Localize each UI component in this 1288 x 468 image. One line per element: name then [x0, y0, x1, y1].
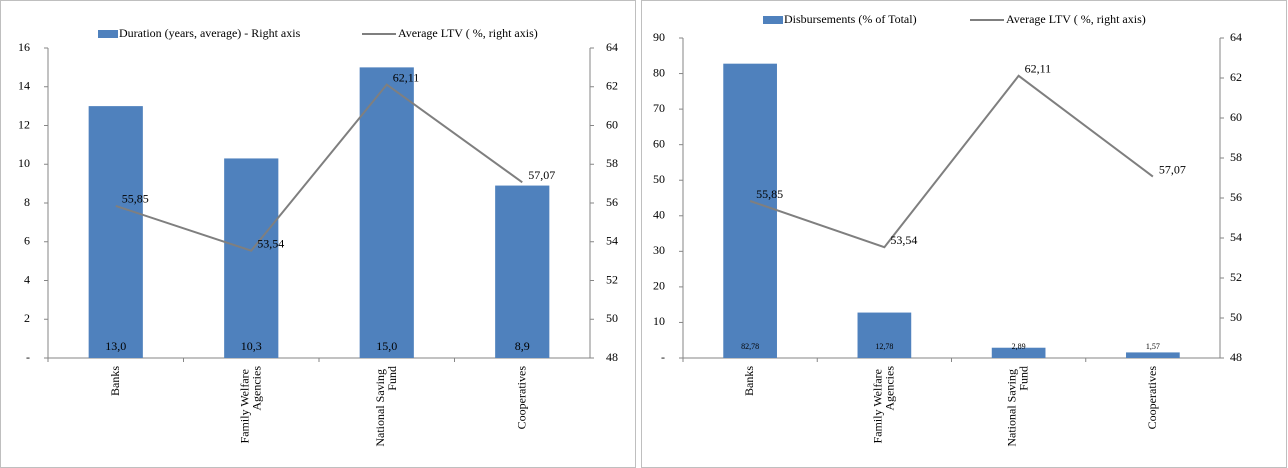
x-tick-label: Cooperatives: [1145, 366, 1159, 430]
x-tick-label: Cooperatives: [514, 366, 528, 430]
line-value-label: 57,07: [528, 168, 555, 182]
y2-tick-label: 50: [606, 311, 618, 325]
line-value-label: 53,54: [257, 236, 284, 250]
y-tick-label: 30: [653, 243, 665, 257]
y-tick-label: 10: [653, 314, 665, 328]
line: [749, 74, 1154, 249]
y2-tick-label: 48: [606, 350, 618, 364]
legend-label: Disbursements (% of Total): [784, 12, 917, 26]
bar: [857, 312, 912, 358]
bar: [1126, 352, 1180, 358]
y-tick-label: 80: [653, 65, 665, 79]
y-tick-label: 4: [24, 272, 30, 286]
y-tick-label: 90: [653, 30, 665, 44]
y-tick-label: 20: [653, 279, 665, 293]
y2-tick-label: 62: [606, 79, 618, 93]
y-tick-label: 6: [24, 234, 30, 248]
y-tick-label: 60: [653, 136, 665, 150]
y-tick-label: 12: [18, 117, 30, 131]
y2-tick-label: 52: [606, 272, 618, 286]
bar: [991, 347, 1046, 358]
line-value-label: 62,11: [393, 70, 420, 84]
line-value-label: 62,11: [1025, 62, 1052, 76]
y2-tick-label: 62: [1230, 70, 1242, 84]
y-tick-label: 16: [18, 40, 30, 54]
bar: [723, 63, 777, 358]
y2-tick-label: 54: [606, 234, 618, 248]
bar-value-label: 2,89: [1012, 342, 1026, 351]
bar-value-label: 8,9: [515, 339, 530, 353]
y2-tick-label: 52: [1230, 270, 1242, 284]
bar-value-label: 1,57: [1146, 342, 1160, 351]
x-tick-label: National Saving Fund: [1004, 366, 1030, 447]
y2-tick-label: 60: [606, 117, 618, 131]
y2-tick-label: 56: [606, 195, 618, 209]
y-tick-label: 10: [18, 156, 30, 170]
legend-label: Duration (years, average) - Right axis: [119, 26, 301, 40]
x-tick-label: National Saving Fund: [373, 366, 399, 447]
y2-tick-label: 60: [1230, 110, 1242, 124]
y2-tick-label: 64: [1230, 30, 1242, 44]
y-tick-label: 70: [653, 101, 665, 115]
bar-value-label: 10,3: [241, 339, 262, 353]
bar: [224, 158, 279, 358]
legend-swatch: [98, 30, 118, 38]
y-tick-label: -: [26, 350, 30, 364]
x-tick-label: Banks: [108, 366, 122, 396]
y-tick-label: 40: [653, 208, 665, 222]
y2-tick-label: 56: [1230, 190, 1242, 204]
y-tick-label: 8: [24, 195, 30, 209]
y2-tick-label: 48: [1230, 350, 1242, 364]
y2-tick-label: 64: [606, 40, 618, 54]
bar: [88, 106, 143, 358]
bar-value-label: 82,78: [741, 342, 759, 351]
bar-value-label: 15,0: [376, 339, 397, 353]
x-tick-label: Banks: [742, 366, 756, 396]
bar-value-label: 12,78: [875, 342, 893, 351]
y-tick-label: -: [661, 350, 665, 364]
line: [115, 83, 523, 252]
line-value-label: 53,54: [890, 233, 917, 247]
bar-value-label: 13,0: [105, 339, 126, 353]
x-tick-label: Family Welfare Agencies: [237, 366, 263, 444]
y-tick-label: 50: [653, 172, 665, 186]
y2-tick-label: 54: [1230, 230, 1242, 244]
line-value-label: 55,85: [756, 187, 783, 201]
line-value-label: 55,85: [122, 192, 149, 206]
bar: [495, 185, 550, 358]
x-tick-label: Family Welfare Agencies: [870, 366, 896, 444]
line-value-label: 57,07: [1159, 162, 1186, 176]
y-tick-label: 2: [24, 311, 30, 325]
y-tick-label: 14: [18, 79, 30, 93]
legend-label: Average LTV ( %, right axis): [398, 26, 538, 40]
legend-swatch: [763, 16, 783, 24]
y2-tick-label: 50: [1230, 310, 1242, 324]
legend-label: Average LTV ( %, right axis): [1006, 12, 1146, 26]
y2-tick-label: 58: [606, 156, 618, 170]
bar: [359, 67, 414, 358]
y2-tick-label: 58: [1230, 150, 1242, 164]
